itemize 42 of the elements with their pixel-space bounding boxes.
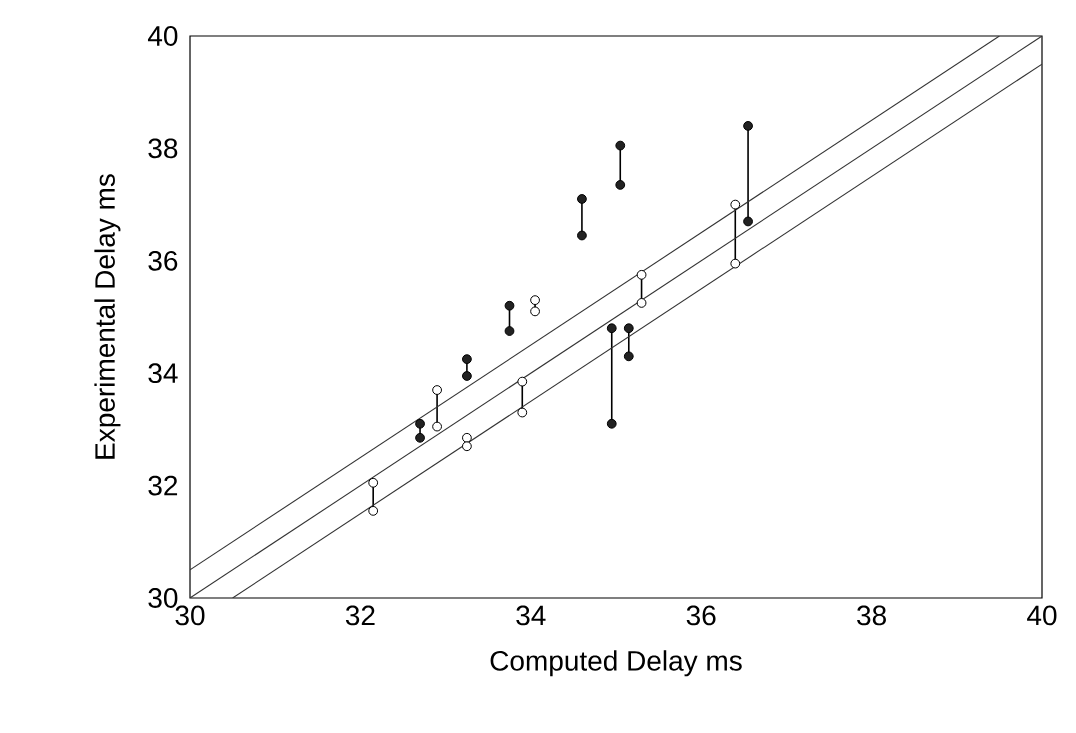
- point: [517, 407, 528, 418]
- y-axis-title: Experimental Delay ms: [94, 174, 121, 459]
- point: [623, 323, 634, 334]
- point: [415, 418, 425, 429]
- x-tick-label: 32: [345, 605, 375, 626]
- point: [462, 432, 472, 443]
- x-tick-label: 38: [857, 605, 886, 626]
- point: [615, 180, 626, 190]
- y-tick-label: 38: [148, 138, 178, 159]
- point: [462, 371, 472, 381]
- point: [530, 306, 540, 317]
- point: [530, 295, 540, 306]
- x-axis-title: Computed Delay ms: [490, 650, 742, 677]
- y-tick-label: 40: [147, 26, 178, 46]
- point: [606, 418, 617, 429]
- point: [504, 300, 515, 311]
- point: [504, 326, 515, 336]
- point: [623, 351, 634, 362]
- point: [368, 477, 379, 488]
- point: [730, 258, 741, 269]
- x-tick-label: 40: [1027, 605, 1057, 626]
- x-tick-label: 34: [516, 605, 546, 626]
- point: [577, 230, 587, 241]
- point: [743, 216, 753, 227]
- point: [606, 323, 617, 334]
- point: [636, 298, 647, 308]
- point: [743, 121, 753, 131]
- point: [462, 441, 472, 452]
- y-tick-label: 32: [148, 475, 178, 496]
- y-tick-label: 36: [148, 250, 178, 271]
- point: [730, 199, 741, 210]
- point: [415, 432, 425, 443]
- y-tick-label: 34: [148, 363, 178, 384]
- point: [432, 421, 442, 432]
- point: [636, 269, 647, 280]
- point: [577, 194, 587, 204]
- x-tick-label: 36: [686, 605, 716, 626]
- point: [462, 354, 472, 365]
- point: [368, 505, 379, 516]
- point: [517, 376, 528, 387]
- point: [615, 140, 626, 151]
- point: [432, 385, 442, 395]
